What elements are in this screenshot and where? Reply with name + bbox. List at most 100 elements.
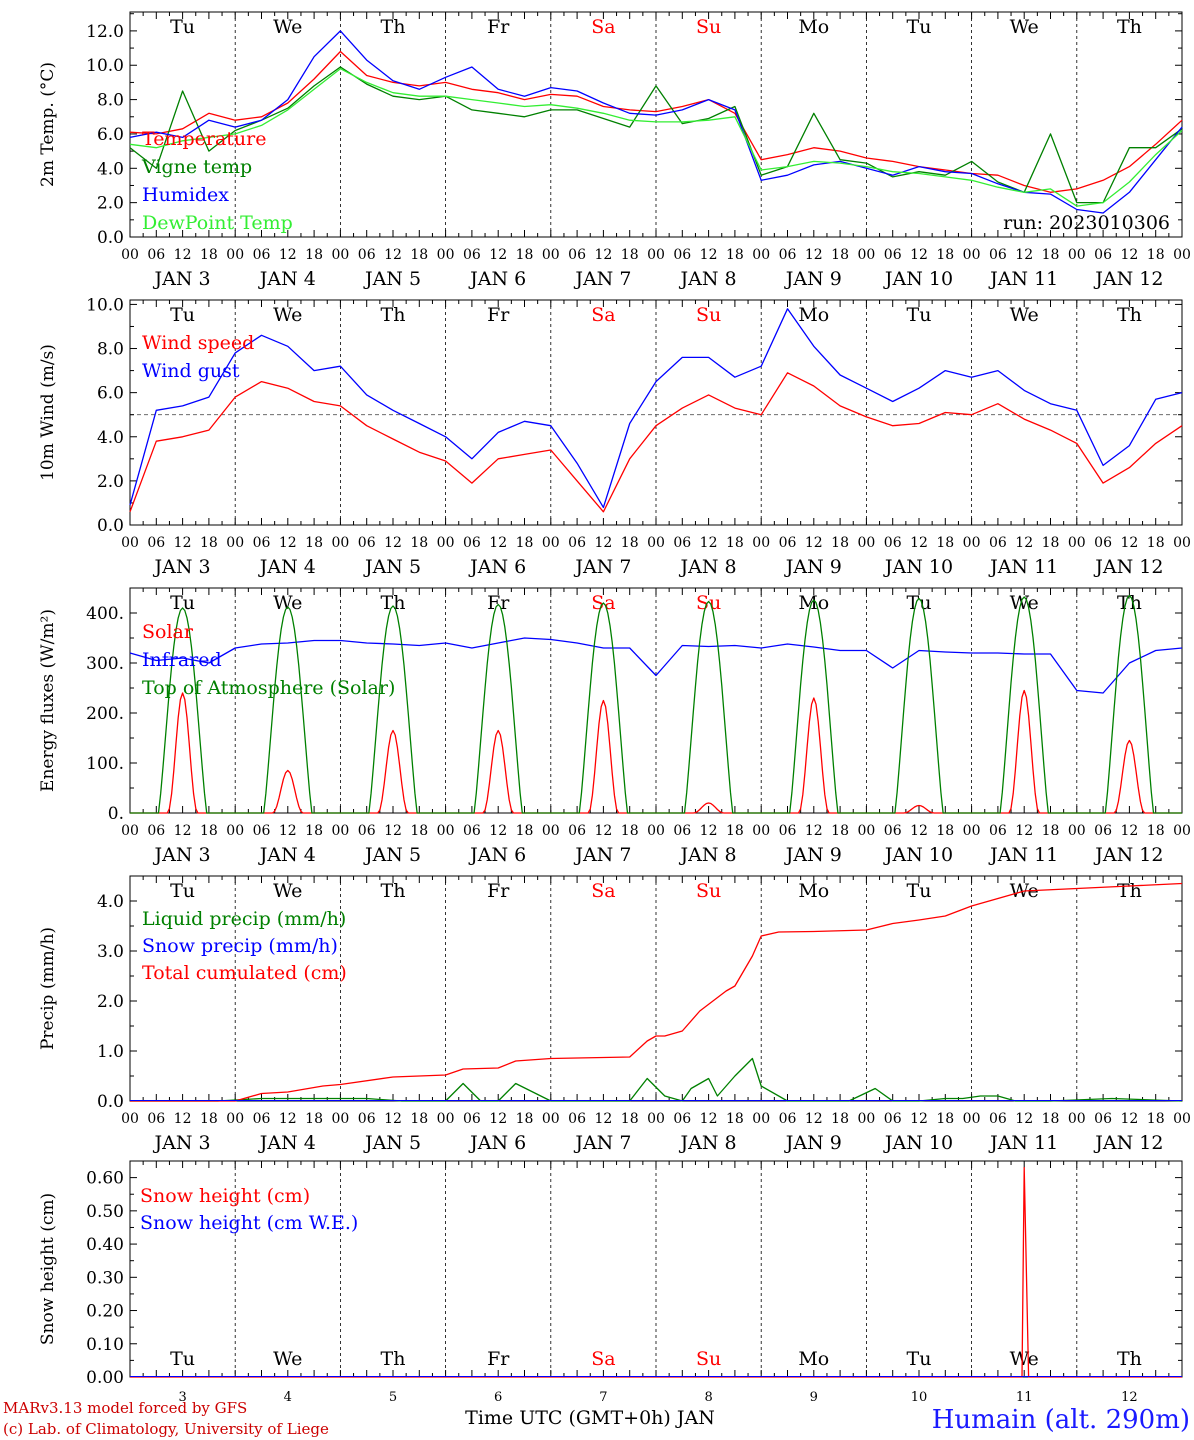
y-tick-label: 0.0 (97, 228, 124, 248)
hour-label: 18 (726, 823, 744, 839)
hour-label: 12 (700, 535, 718, 551)
weekday-label: We (273, 592, 302, 614)
hour-label: 06 (253, 823, 271, 839)
hour-label: 00 (121, 1111, 139, 1127)
y-tick-label: 0.40 (86, 1235, 124, 1255)
credit-line-2: (c) Lab. of Climatology, University of L… (3, 1420, 329, 1438)
hour-label: 06 (358, 535, 376, 551)
weekday-label: Fr (487, 880, 510, 902)
date-label: JAN 8 (679, 1132, 737, 1154)
weekday-label: Tu (907, 304, 932, 326)
hour-label: 12 (279, 1111, 297, 1127)
date-label: JAN 4 (258, 556, 316, 578)
hour-label: 06 (989, 823, 1007, 839)
date-label: JAN 12 (1093, 1132, 1163, 1154)
hour-label: 00 (752, 535, 770, 551)
hour-label: 18 (726, 535, 744, 551)
hour-label: 18 (516, 823, 534, 839)
date-label: JAN 5 (363, 268, 421, 290)
legend-entry: Total cumulated (cm) (142, 962, 347, 984)
y-tick-label: 6.0 (97, 384, 124, 404)
hour-label: 00 (963, 823, 981, 839)
hour-label: 00 (1173, 535, 1191, 551)
hour-label: 18 (1042, 1111, 1060, 1127)
hour-label: 06 (568, 247, 586, 263)
y-tick-label: 8.0 (97, 91, 124, 111)
hour-label: 18 (936, 1111, 954, 1127)
hour-label: 06 (463, 1111, 481, 1127)
weekday-label: Th (381, 16, 406, 38)
hour-label: 18 (516, 247, 534, 263)
legend-entry: Top of Atmosphere (Solar) (142, 677, 395, 699)
hour-label: 00 (226, 535, 244, 551)
hour-label: 18 (200, 535, 218, 551)
hour-label: 00 (226, 1111, 244, 1127)
hour-label: 12 (1015, 247, 1033, 263)
date-label: JAN 11 (988, 1132, 1058, 1154)
hour-label: 18 (936, 247, 954, 263)
date-label: JAN 10 (883, 556, 953, 578)
legend-entry: Snow height (cm W.E.) (140, 1212, 358, 1234)
hour-label: 00 (1068, 823, 1086, 839)
series-line (130, 882, 1183, 1102)
date-label: JAN 3 (153, 844, 211, 866)
day-number: 6 (494, 1390, 502, 1405)
hour-label: 06 (779, 535, 797, 551)
hour-label: 06 (989, 247, 1007, 263)
hour-label: 18 (831, 535, 849, 551)
day-number: 4 (284, 1390, 292, 1405)
weekday-label: Th (1117, 592, 1142, 614)
series-line (129, 637, 1183, 694)
weekday-label: We (273, 1348, 302, 1370)
y-tick-label: 0.20 (86, 1302, 124, 1322)
y-axis-title: Precip (mm/h) (38, 927, 58, 1050)
hour-label: 00 (752, 247, 770, 263)
y-axis-title: 2m Temp. (°C) (38, 62, 58, 187)
hour-label: 18 (305, 1111, 323, 1127)
y-tick-label: 10.0 (86, 56, 124, 76)
weekday-label: Th (1117, 304, 1142, 326)
y-tick-label: 10.0 (86, 295, 124, 315)
hour-label: 00 (963, 1111, 981, 1127)
y-tick-label: 0.0 (97, 1092, 124, 1112)
hour-label: 12 (594, 1111, 612, 1127)
hour-label: 18 (410, 535, 428, 551)
date-label: JAN 8 (679, 844, 737, 866)
weekday-label: Sa (591, 880, 615, 902)
hour-label: 12 (279, 247, 297, 263)
date-label: JAN 3 (153, 268, 211, 290)
hour-label: 12 (1120, 535, 1138, 551)
weekday-label: Mo (798, 1348, 829, 1370)
weekday-label: We (1010, 16, 1039, 38)
hour-label: 18 (1147, 247, 1165, 263)
hour-label: 12 (384, 247, 402, 263)
hour-label: 12 (805, 1111, 823, 1127)
hour-label: 06 (358, 823, 376, 839)
hour-label: 12 (174, 247, 192, 263)
weekday-label: Th (381, 1348, 406, 1370)
weekday-label: Su (696, 16, 721, 38)
hour-label: 00 (963, 247, 981, 263)
y-tick-label: 8.0 (97, 340, 124, 360)
hour-label: 06 (147, 247, 165, 263)
hour-label: 12 (174, 535, 192, 551)
date-label: JAN 8 (679, 268, 737, 290)
hour-label: 00 (331, 247, 349, 263)
hour-label: 00 (963, 535, 981, 551)
hour-label: 06 (463, 823, 481, 839)
hour-label: 12 (594, 823, 612, 839)
series-line (129, 68, 1183, 207)
date-label: JAN 5 (363, 556, 421, 578)
date-label: JAN 6 (468, 556, 526, 578)
hour-label: 06 (989, 535, 1007, 551)
date-label: JAN 7 (573, 844, 631, 866)
weekday-label: Su (696, 592, 721, 614)
day-number: 10 (911, 1390, 928, 1405)
hour-label: 06 (568, 1111, 586, 1127)
weekday-label: Th (1117, 1348, 1142, 1370)
weekday-label: Su (696, 1348, 721, 1370)
hour-label: 06 (1094, 535, 1112, 551)
hour-label: 00 (542, 823, 560, 839)
legend-entry: Solar (142, 621, 194, 643)
weekday-label: Th (1117, 880, 1142, 902)
